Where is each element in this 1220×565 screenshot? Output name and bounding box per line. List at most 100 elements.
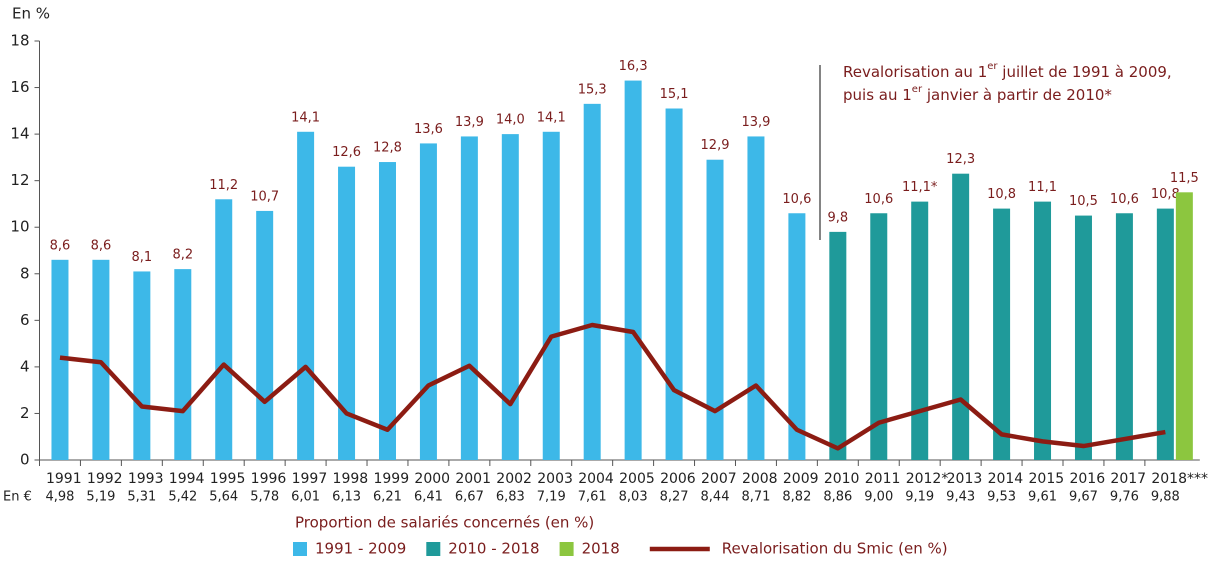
bar bbox=[133, 271, 151, 460]
x-sublabel: 5,64 bbox=[209, 490, 238, 505]
value-label: 11,2 bbox=[209, 178, 238, 193]
x-sublabel: 8,71 bbox=[741, 490, 770, 505]
x-sublabel: 6,13 bbox=[332, 490, 361, 505]
value-label: 14,1 bbox=[537, 110, 566, 125]
bar bbox=[215, 199, 233, 461]
x-tick-label: 1996 bbox=[251, 471, 287, 487]
x-tick-label: 1997 bbox=[292, 471, 328, 487]
y-axis-label: En % bbox=[12, 5, 50, 23]
value-label: 10,6 bbox=[864, 192, 893, 207]
y-tick-label: 10 bbox=[10, 218, 29, 236]
value-label: 8,6 bbox=[91, 238, 112, 253]
x-tick-label: 2000 bbox=[414, 471, 450, 487]
x-tick-label: 2016 bbox=[1069, 471, 1105, 487]
x-tick-label: 1995 bbox=[210, 471, 246, 487]
legend-label: 2018 bbox=[582, 540, 620, 558]
x-sublabel: 8,82 bbox=[782, 490, 811, 505]
x-sublabel: 5,19 bbox=[86, 490, 115, 505]
y-tick-label: 16 bbox=[10, 78, 29, 96]
x-sublabel: 6,67 bbox=[455, 490, 484, 505]
legend-title: Proportion de salariés concernés (en %) bbox=[295, 514, 594, 532]
bar bbox=[1156, 208, 1174, 460]
bar bbox=[501, 134, 519, 460]
bar bbox=[870, 213, 888, 460]
value-label: 10,7 bbox=[250, 189, 279, 204]
value-label: 8,2 bbox=[172, 248, 193, 263]
legend-label: 1991 - 2009 bbox=[315, 540, 406, 558]
x-sublabel: 9,61 bbox=[1028, 490, 1057, 505]
value-label: 10,8 bbox=[1151, 187, 1180, 202]
x-sublabel: 5,31 bbox=[127, 490, 156, 505]
value-label: 13,9 bbox=[455, 115, 484, 130]
value-label: 14,1 bbox=[291, 110, 320, 125]
x-tick-label: 1992 bbox=[87, 471, 123, 487]
x-sublabel: 9,19 bbox=[905, 490, 934, 505]
value-label: 10,5 bbox=[1069, 194, 1098, 209]
x-sublabel: 9,43 bbox=[946, 490, 975, 505]
bar bbox=[747, 136, 765, 460]
x-sublabel: 6,01 bbox=[291, 490, 320, 505]
y-tick-label: 12 bbox=[10, 171, 29, 189]
bar bbox=[1034, 201, 1052, 460]
value-label: 15,1 bbox=[660, 87, 689, 102]
value-label: 14,0 bbox=[496, 113, 525, 128]
y-tick-label: 14 bbox=[10, 125, 29, 143]
bar bbox=[297, 131, 315, 461]
y-tick-label: 4 bbox=[20, 357, 30, 375]
x-tick-label: 1994 bbox=[169, 471, 205, 487]
x-tick-label: 1999 bbox=[373, 471, 409, 487]
x-sublabel: 5,42 bbox=[168, 490, 197, 505]
bar bbox=[788, 213, 806, 460]
bar bbox=[542, 131, 560, 461]
value-label: 11,1* bbox=[902, 180, 938, 195]
x-tick-label: 1991 bbox=[46, 471, 82, 487]
bar bbox=[174, 269, 192, 460]
x-tick-label: 2009 bbox=[783, 471, 819, 487]
value-label: 11,5 bbox=[1170, 171, 1199, 186]
legend-label: 2010 - 2018 bbox=[448, 540, 539, 558]
x-sublabel: 6,21 bbox=[373, 490, 402, 505]
x-tick-label: 2011 bbox=[865, 471, 901, 487]
x-tick-label: 2005 bbox=[619, 471, 655, 487]
value-label: 16,3 bbox=[619, 59, 648, 74]
bar bbox=[952, 173, 970, 460]
x-sublabel: 4,98 bbox=[45, 490, 74, 505]
value-label: 12,3 bbox=[946, 152, 975, 167]
value-label: 13,9 bbox=[741, 115, 770, 130]
x-sublabel: 9,53 bbox=[987, 490, 1016, 505]
x-tick-label: 2015 bbox=[1029, 471, 1065, 487]
value-label: 10,6 bbox=[782, 192, 811, 207]
value-label: 8,6 bbox=[50, 238, 71, 253]
y-tick-label: 2 bbox=[20, 404, 30, 422]
x-tick-label: 2013 bbox=[947, 471, 983, 487]
x-tick-label: 2010 bbox=[824, 471, 860, 487]
bar bbox=[51, 259, 69, 460]
x-sublabel: 7,61 bbox=[578, 490, 607, 505]
value-label: 10,8 bbox=[987, 187, 1016, 202]
x-sublabel: 8,27 bbox=[660, 490, 689, 505]
annotation: Revalorisation au 1er juillet de 1991 à … bbox=[843, 61, 1172, 81]
x-tick-label: 2004 bbox=[578, 471, 614, 487]
x-sublabel: 9,88 bbox=[1151, 490, 1180, 505]
x-tick-label: 2017 bbox=[1110, 471, 1146, 487]
x-sublabel: 8,03 bbox=[619, 490, 648, 505]
x-tick-label: 2007 bbox=[701, 471, 737, 487]
value-label: 9,8 bbox=[827, 210, 848, 225]
legend-swatch bbox=[293, 542, 307, 556]
sublabel-title: En € bbox=[3, 490, 32, 505]
bar bbox=[419, 143, 437, 460]
bar bbox=[583, 103, 601, 460]
x-sublabel: 6,83 bbox=[496, 490, 525, 505]
legend-swatch bbox=[426, 542, 441, 556]
x-tick-label: 2003 bbox=[537, 471, 573, 487]
x-tick-label: 1998 bbox=[333, 471, 369, 487]
bar bbox=[338, 166, 356, 460]
x-sublabel: 9,67 bbox=[1069, 490, 1098, 505]
x-sublabel: 9,76 bbox=[1110, 490, 1139, 505]
x-tick-label: 2014 bbox=[988, 471, 1024, 487]
x-tick-label: 2008 bbox=[742, 471, 778, 487]
bar bbox=[665, 108, 683, 460]
value-label: 13,6 bbox=[414, 122, 443, 137]
x-sublabel: 7,19 bbox=[537, 490, 566, 505]
